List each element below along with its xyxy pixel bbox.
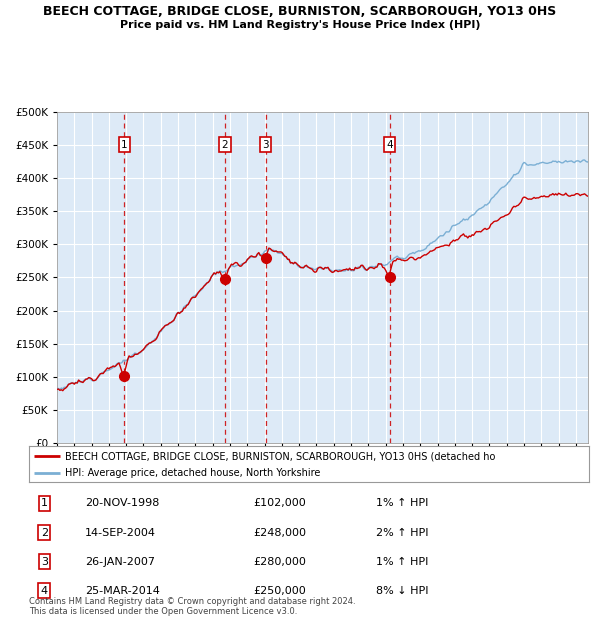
Text: Price paid vs. HM Land Registry's House Price Index (HPI): Price paid vs. HM Land Registry's House … — [120, 20, 480, 30]
Text: 2: 2 — [221, 140, 228, 150]
Text: 3: 3 — [262, 140, 269, 150]
Text: BEECH COTTAGE, BRIDGE CLOSE, BURNISTON, SCARBOROUGH, YO13 0HS (detached ho: BEECH COTTAGE, BRIDGE CLOSE, BURNISTON, … — [65, 451, 496, 461]
Text: £250,000: £250,000 — [253, 586, 306, 596]
Text: Contains HM Land Registry data © Crown copyright and database right 2024.
This d: Contains HM Land Registry data © Crown c… — [29, 597, 355, 616]
Text: £248,000: £248,000 — [253, 528, 306, 538]
Text: 3: 3 — [41, 557, 48, 567]
Text: 2: 2 — [41, 528, 48, 538]
Text: 1: 1 — [121, 140, 127, 150]
Text: 20-NOV-1998: 20-NOV-1998 — [85, 498, 159, 508]
Text: 4: 4 — [41, 586, 48, 596]
Text: 1: 1 — [41, 498, 48, 508]
Text: 25-MAR-2014: 25-MAR-2014 — [85, 586, 160, 596]
Text: 1% ↑ HPI: 1% ↑ HPI — [376, 498, 428, 508]
Text: 4: 4 — [386, 140, 393, 150]
Text: BEECH COTTAGE, BRIDGE CLOSE, BURNISTON, SCARBOROUGH, YO13 0HS: BEECH COTTAGE, BRIDGE CLOSE, BURNISTON, … — [43, 5, 557, 18]
Text: 14-SEP-2004: 14-SEP-2004 — [85, 528, 156, 538]
Text: 8% ↓ HPI: 8% ↓ HPI — [376, 586, 429, 596]
Text: £280,000: £280,000 — [253, 557, 306, 567]
Text: 2% ↑ HPI: 2% ↑ HPI — [376, 528, 429, 538]
Text: 26-JAN-2007: 26-JAN-2007 — [85, 557, 155, 567]
Text: 1% ↑ HPI: 1% ↑ HPI — [376, 557, 428, 567]
Text: £102,000: £102,000 — [253, 498, 306, 508]
Text: HPI: Average price, detached house, North Yorkshire: HPI: Average price, detached house, Nort… — [65, 468, 320, 479]
